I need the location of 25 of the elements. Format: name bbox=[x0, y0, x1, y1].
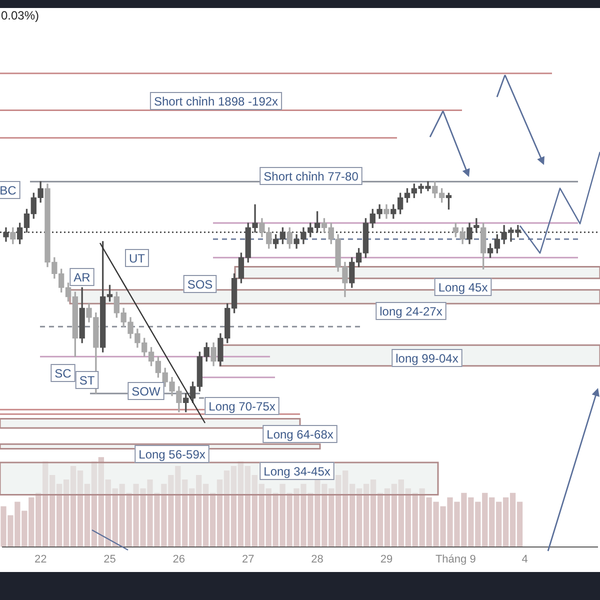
x-tick-label: 26 bbox=[172, 553, 186, 566]
x-tick-label: 4 bbox=[522, 553, 528, 566]
band-label: Long 64-68x bbox=[266, 427, 334, 442]
x-tick-label: 27 bbox=[242, 553, 254, 566]
annotation: UT bbox=[129, 251, 146, 266]
band-label: Long 45x bbox=[438, 280, 488, 294]
text: 0.03%) bbox=[0, 8, 40, 22]
x-tick-label: Tháng 9 bbox=[435, 553, 476, 566]
band-label: Long 34-45x bbox=[264, 464, 330, 478]
annotation: BC bbox=[0, 183, 17, 198]
annotation: ST bbox=[79, 373, 96, 388]
annotation: SC bbox=[54, 366, 72, 380]
band-label: long 24-27x bbox=[380, 304, 442, 318]
band-label: Long 56-59x bbox=[138, 447, 206, 462]
x-tick-label: 25 bbox=[104, 553, 116, 566]
x-tick-label: 22 bbox=[34, 553, 47, 566]
x-tick-label: 28 bbox=[311, 553, 324, 566]
ref-line-label: Short chỉnh 1898 -192x bbox=[154, 94, 278, 108]
x-tick-label: 29 bbox=[380, 553, 393, 566]
annotation: SOW bbox=[132, 384, 161, 398]
band-label: long 99-04x bbox=[396, 351, 458, 366]
annotation: SOS bbox=[187, 277, 213, 292]
ref-line-label: Long 70-75x bbox=[208, 399, 276, 414]
annotation: AR bbox=[74, 270, 91, 284]
ref-line-label: Short chỉnh 77-80 bbox=[264, 169, 359, 184]
